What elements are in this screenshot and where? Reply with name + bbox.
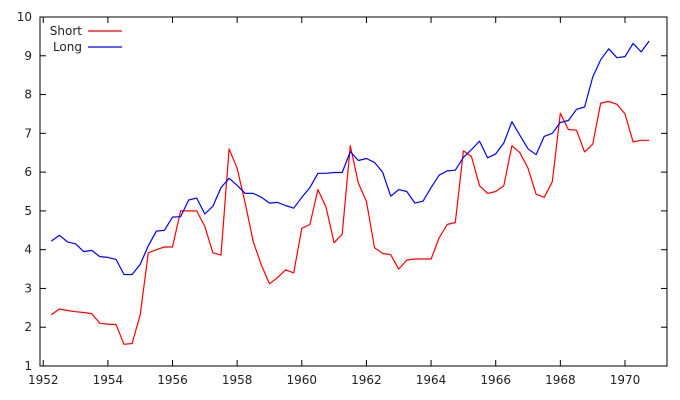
y-tick-label: 6 [24,165,32,179]
x-tick-label: 1958 [222,373,253,387]
x-tick-label: 1964 [416,373,447,387]
series-line-short [50,100,650,345]
y-tick-label: 1 [24,359,32,373]
y-tick-label: 10 [17,10,32,24]
x-tick-label: 1954 [93,373,124,387]
series-line-long [50,40,650,276]
legend-label-long: Long [53,40,82,54]
x-tick-label: 1952 [28,373,59,387]
y-tick-label: 4 [24,243,32,257]
series-layer [50,40,650,345]
y-axis-ticks: 1 2 3 4 5 6 7 8 9 10 [17,10,667,373]
x-tick-label: 1960 [287,373,318,387]
y-tick-label: 7 [24,126,32,140]
x-tick-label: 1970 [610,373,641,387]
x-axis-ticks: 1952 1954 1956 1958 1960 1962 1964 1966 1968 1970 [28,17,640,387]
y-tick-label: 3 [24,281,32,295]
x-tick-label: 1966 [480,373,511,387]
y-tick-label: 5 [24,204,32,218]
legend-label-short: Short [50,24,82,38]
x-tick-label: 1968 [545,373,576,387]
x-tick-label: 1956 [157,373,188,387]
y-tick-label: 9 [24,49,32,63]
x-tick-label: 1962 [351,373,382,387]
y-tick-label: 8 [24,88,32,102]
plot-frame [39,16,668,367]
y-tick-label: 2 [24,320,32,334]
legend: Short Long [50,24,122,54]
